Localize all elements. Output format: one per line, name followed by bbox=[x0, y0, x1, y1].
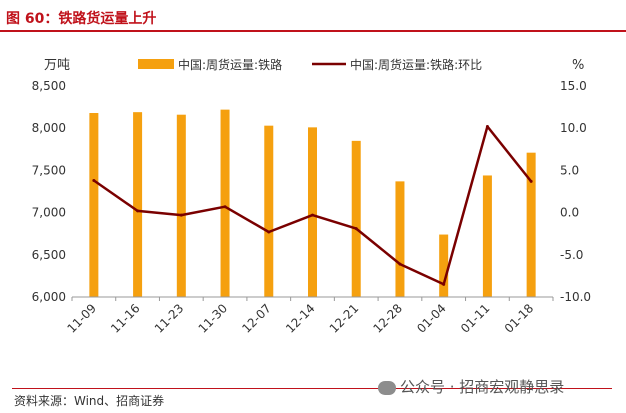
bar bbox=[482, 175, 492, 297]
bar bbox=[176, 114, 186, 297]
line-point bbox=[267, 230, 271, 234]
source-note: 资料来源：Wind、招商证券 bbox=[14, 394, 165, 408]
right-tick-label: -5.0 bbox=[560, 248, 583, 262]
line-point bbox=[354, 227, 358, 231]
left-tick-label: 7,000 bbox=[32, 206, 66, 220]
legend-line-label: 中国:周货运量:铁路:环比 bbox=[350, 57, 482, 72]
line-point bbox=[223, 205, 227, 209]
x-tick-label: 12-14 bbox=[283, 301, 318, 336]
right-tick-label: 10.0 bbox=[560, 121, 587, 135]
line-point bbox=[311, 213, 314, 217]
x-tick-label: 12-07 bbox=[239, 301, 274, 336]
x-tick-label: 11-16 bbox=[108, 301, 143, 336]
left-tick-label: 7,500 bbox=[32, 163, 66, 177]
bar bbox=[439, 234, 449, 297]
figure-title: 图 60：铁路货运量上升 bbox=[6, 11, 157, 27]
right-axis-unit: % bbox=[572, 58, 584, 73]
x-tick-label: 11-09 bbox=[64, 301, 99, 336]
line-point bbox=[179, 213, 183, 217]
footer-divider bbox=[12, 388, 612, 389]
line-point bbox=[442, 282, 446, 286]
line-point bbox=[529, 179, 533, 183]
left-tick-label: 6,500 bbox=[32, 248, 66, 262]
x-tick-label: 01-18 bbox=[502, 301, 537, 336]
x-tick-label: 01-04 bbox=[414, 301, 449, 336]
bar bbox=[89, 113, 99, 298]
wechat-icon bbox=[378, 380, 396, 395]
bar bbox=[133, 112, 143, 297]
line-point bbox=[398, 262, 402, 266]
line-point bbox=[136, 209, 140, 213]
title-divider bbox=[0, 30, 626, 32]
line-point bbox=[92, 179, 96, 183]
right-tick-label: -10.0 bbox=[560, 290, 591, 304]
bar bbox=[351, 140, 361, 297]
x-tick-label: 11-30 bbox=[196, 301, 231, 336]
left-tick-label: 6,000 bbox=[32, 290, 66, 304]
right-tick-label: 5.0 bbox=[560, 163, 579, 177]
x-tick-label: 11-23 bbox=[152, 301, 187, 336]
x-tick-label: 01-11 bbox=[458, 301, 493, 336]
x-tick-label: 12-28 bbox=[371, 301, 406, 336]
legend-bar-swatch bbox=[138, 59, 174, 69]
x-tick-label: 12-21 bbox=[327, 301, 362, 336]
left-axis-unit: 万吨 bbox=[44, 58, 70, 73]
left-tick-label: 8,000 bbox=[32, 121, 66, 135]
watermark-text: 公众号 · 招商宏观静思录 bbox=[400, 378, 565, 396]
right-tick-label: 15.0 bbox=[560, 79, 587, 93]
line-point bbox=[485, 125, 489, 129]
watermark: 公众号 · 招商宏观静思录 bbox=[378, 376, 564, 397]
bar bbox=[264, 125, 274, 297]
bar bbox=[308, 127, 317, 297]
bar bbox=[526, 152, 536, 297]
bar bbox=[220, 109, 230, 297]
right-tick-label: 0.0 bbox=[560, 206, 579, 220]
figure-title-bar: 图 60：铁路货运量上升 bbox=[0, 0, 626, 34]
bar bbox=[395, 181, 405, 297]
left-tick-label: 8,500 bbox=[32, 79, 66, 93]
legend-bar-label: 中国:周货运量:铁路 bbox=[178, 57, 282, 72]
